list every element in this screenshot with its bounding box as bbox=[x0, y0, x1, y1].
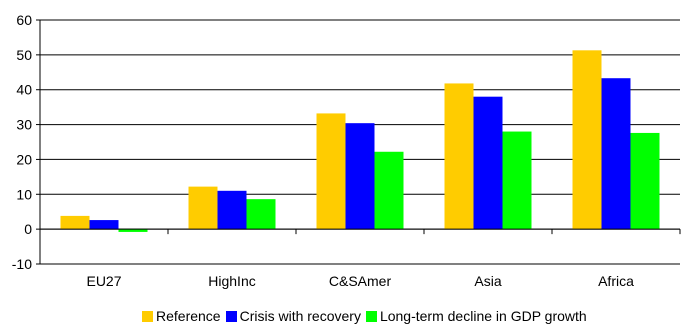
legend-item-reference: Reference bbox=[142, 308, 221, 324]
bar-highinc-0 bbox=[188, 186, 218, 230]
bar-africa-0 bbox=[572, 50, 602, 230]
y-tick-label: -10 bbox=[12, 256, 32, 272]
y-tick-label: 30 bbox=[16, 117, 32, 133]
x-tick-label: EU27 bbox=[86, 273, 121, 289]
bar-asia-0 bbox=[444, 83, 474, 230]
bar-asia-2 bbox=[502, 131, 532, 230]
bar-asia-1 bbox=[473, 96, 503, 230]
y-tick-label: 50 bbox=[16, 47, 32, 63]
legend-label-decline: Long-term decline in GDP growth bbox=[379, 308, 587, 324]
legend-label-reference: Reference bbox=[156, 308, 221, 324]
legend-item-crisis: Crisis with recovery bbox=[225, 308, 361, 324]
bar-africa-1 bbox=[601, 78, 631, 230]
bar-eu27-2 bbox=[118, 229, 148, 232]
legend-swatch-crisis bbox=[225, 310, 237, 322]
legend-swatch-reference bbox=[142, 310, 153, 322]
y-tick-label: 40 bbox=[16, 82, 32, 98]
bar-highinc-1 bbox=[217, 190, 247, 230]
legend: Reference Crisis with recovery Long-term… bbox=[0, 308, 684, 324]
bar-africa-2 bbox=[630, 132, 660, 230]
bar-csamer-1 bbox=[345, 123, 375, 230]
x-tick-label: Africa bbox=[598, 273, 634, 289]
y-tick-label: 60 bbox=[16, 12, 32, 28]
bar-csamer-2 bbox=[374, 151, 404, 230]
x-tick-labels: EU27 HighInc C&SAmer Asia Africa bbox=[86, 273, 634, 289]
bar-highinc-2 bbox=[246, 199, 276, 230]
legend-swatch-decline bbox=[365, 310, 377, 322]
y-tick-label: 0 bbox=[24, 221, 32, 237]
y-tick-labels: -10 0 10 20 30 40 50 60 bbox=[12, 12, 32, 272]
bar-csamer-0 bbox=[316, 113, 346, 230]
x-tick-label: HighInc bbox=[208, 273, 255, 289]
y-tick-label: 20 bbox=[16, 151, 32, 167]
bar-eu27-1 bbox=[89, 220, 119, 230]
bars bbox=[60, 50, 660, 232]
legend-item-decline: Long-term decline in GDP growth bbox=[365, 308, 587, 324]
axes bbox=[39, 20, 681, 264]
bar-eu27-0 bbox=[60, 215, 90, 230]
x-tick-label: Asia bbox=[474, 273, 501, 289]
legend-label-crisis: Crisis with recovery bbox=[239, 308, 361, 324]
x-tick-label: C&SAmer bbox=[329, 273, 392, 289]
y-tick-label: 10 bbox=[16, 186, 32, 202]
